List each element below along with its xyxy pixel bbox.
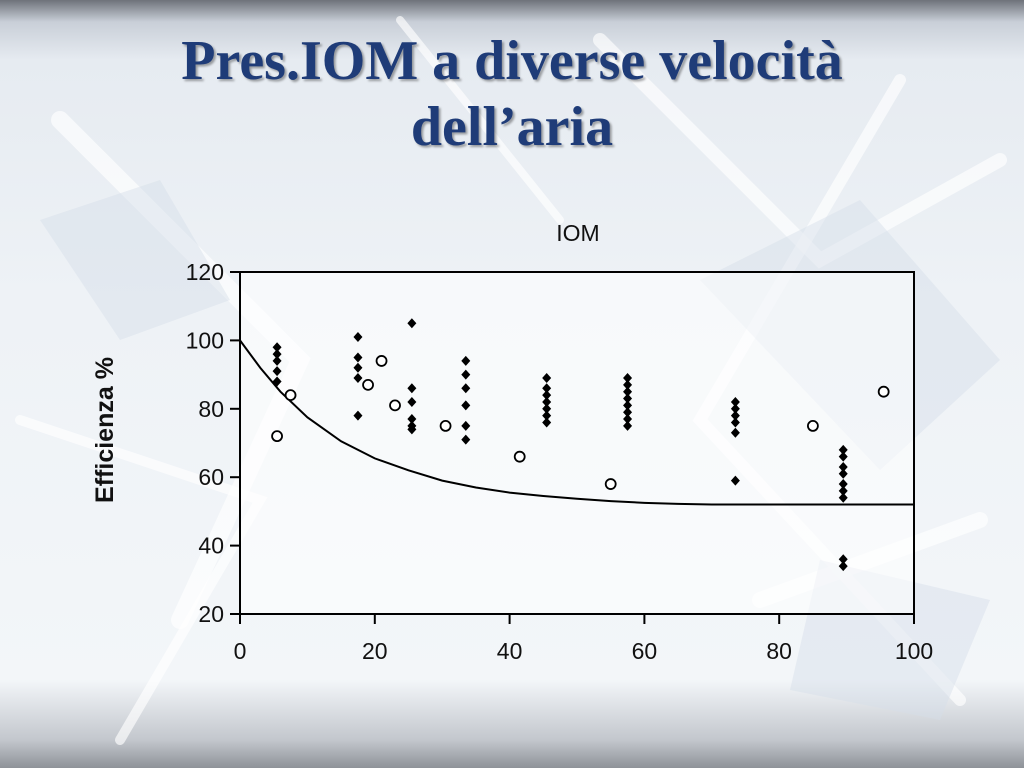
filled-diamond-point <box>623 400 633 411</box>
filled-diamond-point <box>407 396 417 407</box>
open-circle-point <box>389 399 401 412</box>
filled-diamond-point <box>542 373 552 384</box>
y-axis-ticks: 20 40 60 80 100 120 <box>186 259 240 627</box>
filled-diamond-point <box>838 485 848 496</box>
filled-diamond-point <box>542 417 552 428</box>
x-tick-label: 40 <box>497 638 523 664</box>
filled-diamond-point <box>542 396 552 407</box>
x-tick-label: 60 <box>632 638 658 664</box>
open-circle-point <box>604 478 617 490</box>
filled-diamond-point <box>623 420 633 431</box>
filled-diamond-point <box>838 554 848 565</box>
chart-title: IOM <box>556 220 599 246</box>
filled-diamond-point <box>353 410 363 421</box>
filled-diamond-point <box>272 355 282 366</box>
filled-diamond-point <box>407 414 417 425</box>
y-axis-label: Efficienza % <box>91 357 119 503</box>
filled-diamond-point <box>838 468 848 479</box>
filled-diamond-point <box>730 403 740 414</box>
filled-diamond-point <box>407 318 417 329</box>
filled-diamond-point <box>730 427 740 438</box>
y-tick-label: 60 <box>198 464 224 490</box>
filled-diamond-point <box>730 396 740 407</box>
filled-diamond-point <box>838 444 848 455</box>
x-tick-label: 100 <box>895 638 933 664</box>
filled-diamond-point <box>730 410 740 421</box>
open-circle-point <box>284 389 297 402</box>
filled-diamond-point <box>542 410 552 421</box>
slide-title-line-2: dell’aria <box>410 96 614 158</box>
y-tick-label: 80 <box>198 396 224 422</box>
filled-diamond-point <box>272 349 282 360</box>
filled-diamond-point <box>838 461 848 472</box>
fit-curve <box>239 339 914 506</box>
open-circle-point <box>271 430 283 443</box>
y-tick-label: 40 <box>198 533 224 559</box>
plot-area-frame <box>239 271 915 615</box>
x-tick-label: 0 <box>234 638 247 664</box>
y-tick-label: 20 <box>198 601 224 627</box>
filled-diamond-point <box>353 352 363 363</box>
filled-diamond-point <box>461 400 471 411</box>
filled-diamond-point <box>542 390 552 401</box>
x-axis-ticks: 0 20 40 60 80 100 <box>234 614 933 664</box>
y-tick-label: 100 <box>186 327 224 353</box>
open-circle-point <box>807 419 819 432</box>
open-circle-point <box>513 450 526 463</box>
x-tick-label: 20 <box>362 638 388 664</box>
filled-diamond-point <box>353 362 363 373</box>
filled-diamond-point <box>542 403 552 414</box>
filled-diamond-point <box>542 383 552 394</box>
filled-diamond-point <box>407 424 417 435</box>
filled-diamond-point <box>623 373 633 384</box>
filled-diamond-point <box>623 386 633 397</box>
filled-diamond-point <box>838 479 848 490</box>
open-circle-point <box>877 385 890 398</box>
filled-diamond-point <box>623 379 633 390</box>
y-tick-label: 120 <box>186 259 224 285</box>
filled-diamond-point <box>838 451 848 462</box>
filled-diamond-point <box>272 366 282 377</box>
filled-diamond-point <box>623 407 633 418</box>
filled-diamond-point <box>353 331 363 342</box>
slide-title: Pres.IOM a diverse velocità dell’aria <box>0 28 1024 160</box>
slide-title-line-1: Pres.IOM a diverse velocità <box>181 30 843 92</box>
filled-diamond-point <box>407 383 417 394</box>
filled-diamond-point <box>461 420 471 431</box>
filled-diamond-point <box>461 434 471 445</box>
filled-diamond-point <box>461 355 471 366</box>
filled-diamond-point <box>272 376 282 387</box>
filled-diamond-point <box>730 475 740 486</box>
filled-diamond-point <box>623 393 633 404</box>
open-circle-point <box>439 419 452 432</box>
filled-diamond-point <box>623 414 633 425</box>
open-circle-point <box>362 378 374 391</box>
filled-diamond-point <box>730 417 740 428</box>
open-circle-point <box>375 355 388 367</box>
filled-diamond-point <box>272 342 282 353</box>
filled-diamond-point <box>461 383 471 394</box>
filled-diamond-point <box>353 373 363 384</box>
data-points <box>271 318 890 572</box>
x-tick-label: 80 <box>766 638 792 664</box>
filled-diamond-point <box>838 492 848 503</box>
filled-diamond-point <box>461 369 471 380</box>
filled-diamond-point <box>838 561 848 572</box>
